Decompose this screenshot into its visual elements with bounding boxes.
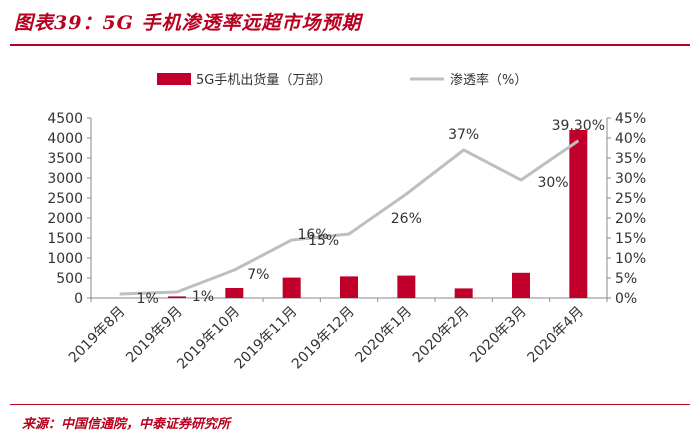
x-axis: 2019年8月2019年9月2019年10月2019年11月2019年12月20… [66,297,608,372]
legend-bar-swatch [157,73,191,85]
figure-title: 图表39：5G 手机渗透率远超市场预期 [14,12,362,34]
legend: 5G手机出货量（万部） 渗透率（%） [157,72,527,88]
penetration-line [119,139,580,296]
x-tick-label: 2019年8月 [66,304,129,367]
bar [397,275,416,298]
left-tick-label: 1500 [47,231,83,247]
line-data-label: 1% [192,289,214,305]
left-tick-label: 3500 [47,151,83,167]
right-tick-label: 30% [615,171,646,187]
line-data-label: 30% [537,175,568,191]
x-tick-label: 2020年3月 [467,304,530,367]
bar [340,276,358,298]
line-data-label: 7% [247,267,269,283]
left-tick-label: 3000 [47,171,83,187]
title-divider [10,44,690,46]
x-tick-label: 2020年2月 [410,304,473,367]
right-tick-label: 40% [615,131,646,147]
data-labels: 1% 1% 7% 15%16% 26% 37% 30% 39.30% [137,118,605,307]
line-data-label: 26% [391,211,422,227]
bar [569,130,588,298]
left-tick-label: 2000 [47,211,83,227]
line-series [119,139,580,296]
bar [512,272,530,298]
right-tick-label: 10% [615,251,646,267]
source-note: 来源：中国信通院，中泰证券研究所 [22,417,231,432]
legend-line-label: 渗透率（%） [450,72,527,88]
left-tick-label: 4000 [47,131,83,147]
x-tick-label: 2020年4月 [525,304,588,367]
right-tick-label: 25% [615,191,646,207]
bar [168,296,186,298]
left-tick-label: 1000 [47,251,83,267]
bar [282,277,301,298]
x-tick-label: 2020年1月 [353,304,416,367]
left-tick-label: 2500 [47,191,83,207]
line-data-label: 37% [448,127,479,143]
right-tick-label: 15% [615,231,646,247]
left-tick-label: 4500 [47,111,83,127]
right-tick-label: 20% [615,211,646,227]
x-tick-label: 2019年9月 [123,304,186,367]
right-tick-label: 0% [615,291,637,307]
left-axis: 0 500 1000 1500 2000 2500 3000 3500 4000 4500 [47,111,92,307]
chart-area: 5G手机出货量（万部） 渗透率（%） 0 500 1000 1500 2000 2500 30… [47,72,646,372]
left-tick-label: 500 [56,271,83,287]
legend-bar-label: 5G手机出货量（万部） [196,72,331,88]
right-tick-label: 45% [615,111,646,127]
line-data-label: 1% [137,291,159,307]
line-data-label: 16% [297,227,328,243]
right-axis: 0% 5% 10% 15% 20% 25% 30% 35% 40% 45% [606,111,646,307]
right-tick-label: 5% [615,271,637,287]
left-tick-label: 0 [74,291,83,307]
bar [454,288,473,298]
bar-series [168,130,588,298]
line-data-label: 15% [308,233,339,249]
footer-divider [10,404,690,405]
line-data-label: 39.30% [552,118,605,134]
bar [225,288,244,298]
right-tick-label: 35% [615,151,646,167]
